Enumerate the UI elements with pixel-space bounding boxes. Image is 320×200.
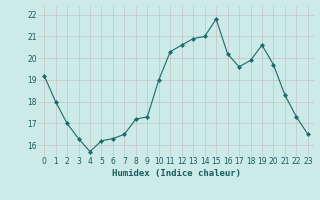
X-axis label: Humidex (Indice chaleur): Humidex (Indice chaleur) <box>111 169 241 178</box>
